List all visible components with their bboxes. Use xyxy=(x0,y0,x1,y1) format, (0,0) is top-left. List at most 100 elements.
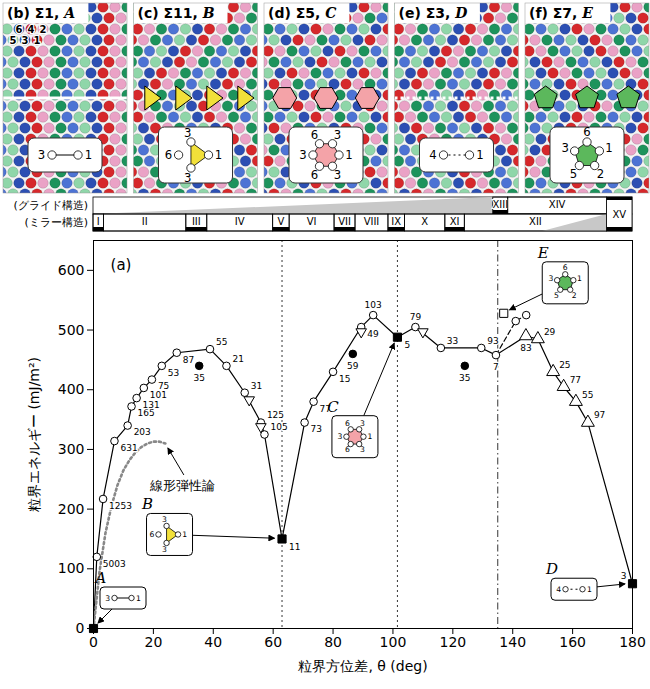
svg-text:1: 1 xyxy=(34,35,41,46)
svg-text:33: 33 xyxy=(447,336,458,346)
svg-text:6: 6 xyxy=(345,419,350,428)
svg-text:125: 125 xyxy=(267,410,284,420)
svg-text:160: 160 xyxy=(559,634,586,650)
svg-text:11: 11 xyxy=(289,542,300,552)
svg-text:XIII: XIII xyxy=(492,199,508,210)
svg-text:100: 100 xyxy=(380,634,407,650)
svg-text:31: 31 xyxy=(251,381,262,391)
svg-text:3: 3 xyxy=(337,432,342,441)
svg-text:20: 20 xyxy=(144,634,162,650)
svg-text:93: 93 xyxy=(487,336,498,346)
svg-text:(c) Σ11, B: (c) Σ11, B xyxy=(138,5,215,21)
svg-text:120: 120 xyxy=(439,634,466,650)
svg-text:B: B xyxy=(141,495,153,513)
svg-text:(a): (a) xyxy=(111,256,132,274)
svg-text:IV: IV xyxy=(235,216,245,227)
svg-text:VI: VI xyxy=(307,216,317,227)
svg-text:1: 1 xyxy=(85,148,92,162)
svg-text:VIII: VIII xyxy=(364,216,380,227)
svg-text:5: 5 xyxy=(10,35,17,46)
svg-text:6: 6 xyxy=(311,128,318,142)
svg-text:103: 103 xyxy=(365,300,382,310)
svg-text:2: 2 xyxy=(40,24,47,35)
svg-text:100: 100 xyxy=(58,560,85,576)
svg-text:5: 5 xyxy=(554,291,559,300)
svg-text:97: 97 xyxy=(594,410,605,420)
svg-text:59: 59 xyxy=(347,361,359,371)
svg-text:3: 3 xyxy=(334,168,341,182)
svg-text:XIV: XIV xyxy=(549,199,566,210)
svg-text:5003: 5003 xyxy=(103,559,126,569)
svg-text:XI: XI xyxy=(450,216,460,227)
svg-text:400: 400 xyxy=(58,381,85,397)
svg-text:(グライド構造): (グライド構造) xyxy=(13,199,88,212)
svg-text:II: II xyxy=(142,216,148,227)
svg-text:3: 3 xyxy=(162,515,167,524)
svg-text:(b) Σ1, A: (b) Σ1, A xyxy=(7,5,75,21)
svg-text:X: X xyxy=(421,216,428,227)
svg-text:E: E xyxy=(537,244,549,262)
svg-text:60: 60 xyxy=(264,634,282,650)
svg-text:3: 3 xyxy=(548,274,553,283)
svg-text:III: III xyxy=(192,216,201,227)
svg-text:87: 87 xyxy=(183,355,194,365)
svg-text:粒界エネルギー (mJ/m²): 粒界エネルギー (mJ/m²) xyxy=(26,357,42,512)
svg-text:(d) Σ5, C: (d) Σ5, C xyxy=(268,5,336,21)
svg-text:500: 500 xyxy=(58,322,85,338)
svg-text:25: 25 xyxy=(559,360,570,370)
svg-text:49: 49 xyxy=(367,329,379,339)
svg-text:6: 6 xyxy=(149,530,154,539)
svg-text:1: 1 xyxy=(368,432,373,441)
svg-text:2: 2 xyxy=(572,291,577,300)
svg-text:線形弾性論: 線形弾性論 xyxy=(149,478,215,493)
svg-text:29: 29 xyxy=(544,327,556,337)
svg-text:(e) Σ3, D: (e) Σ3, D xyxy=(399,5,469,21)
svg-text:3: 3 xyxy=(561,141,568,155)
svg-text:A: A xyxy=(94,569,107,587)
svg-text:631: 631 xyxy=(120,443,137,453)
svg-text:2: 2 xyxy=(597,167,604,181)
svg-text:1253: 1253 xyxy=(109,501,132,511)
svg-text:140: 140 xyxy=(499,634,526,650)
svg-text:105: 105 xyxy=(270,422,287,432)
svg-text:5: 5 xyxy=(570,167,577,181)
svg-text:4: 4 xyxy=(28,24,35,35)
svg-text:3: 3 xyxy=(299,148,306,162)
svg-text:XV: XV xyxy=(612,209,626,220)
svg-text:4: 4 xyxy=(556,585,561,594)
svg-text:3: 3 xyxy=(621,571,627,581)
svg-text:1: 1 xyxy=(215,148,222,162)
svg-text:77: 77 xyxy=(570,375,581,385)
svg-text:3: 3 xyxy=(38,148,45,162)
svg-text:1: 1 xyxy=(587,585,592,594)
svg-text:1: 1 xyxy=(182,530,187,539)
svg-text:3: 3 xyxy=(184,171,191,185)
svg-text:IX: IX xyxy=(391,216,401,227)
svg-text:6: 6 xyxy=(345,445,350,454)
svg-text:7: 7 xyxy=(493,362,499,372)
svg-text:(f) Σ7, E: (f) Σ7, E xyxy=(529,5,593,21)
svg-text:D: D xyxy=(545,560,558,578)
svg-text:I: I xyxy=(97,216,100,227)
svg-text:55: 55 xyxy=(216,337,227,347)
svg-text:15: 15 xyxy=(339,374,350,384)
svg-text:203: 203 xyxy=(134,427,151,437)
svg-text:3: 3 xyxy=(360,445,365,454)
svg-text:0: 0 xyxy=(76,620,85,636)
svg-text:200: 200 xyxy=(58,501,85,517)
svg-text:180: 180 xyxy=(619,634,646,650)
svg-text:53: 53 xyxy=(168,368,179,378)
svg-text:83: 83 xyxy=(520,343,531,353)
svg-text:6: 6 xyxy=(563,263,568,272)
svg-text:300: 300 xyxy=(58,441,85,457)
svg-text:0: 0 xyxy=(89,634,98,650)
svg-text:40: 40 xyxy=(204,634,222,650)
svg-text:1: 1 xyxy=(136,594,141,603)
svg-text:6: 6 xyxy=(311,168,318,182)
svg-text:1: 1 xyxy=(476,148,483,162)
svg-text:XII: XII xyxy=(529,216,542,227)
svg-text:4: 4 xyxy=(429,148,436,162)
svg-text:131: 131 xyxy=(143,400,160,410)
svg-text:VII: VII xyxy=(338,216,351,227)
svg-text:55: 55 xyxy=(582,390,593,400)
